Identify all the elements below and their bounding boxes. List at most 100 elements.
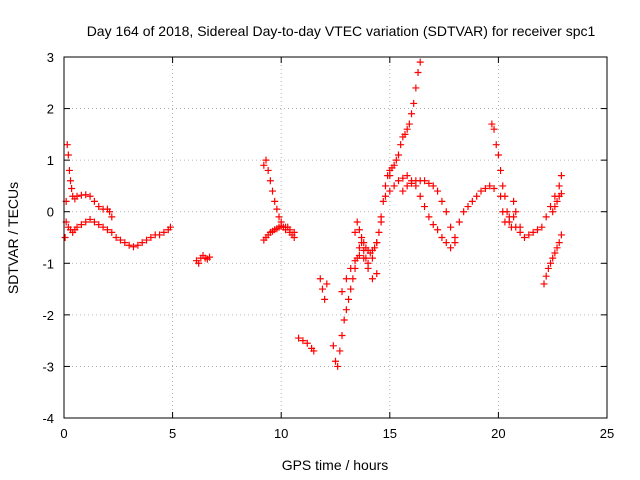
data-point — [555, 182, 563, 190]
data-point — [269, 187, 277, 195]
data-point — [273, 205, 281, 213]
data-point — [429, 182, 437, 190]
data-point — [338, 288, 346, 296]
data-point — [290, 228, 298, 236]
data-point — [90, 218, 98, 226]
data-point — [405, 120, 413, 128]
data-point — [73, 192, 81, 200]
data-point — [425, 213, 433, 221]
data-point — [166, 223, 174, 231]
x-tick-label: 0 — [60, 426, 67, 441]
data-point — [206, 253, 214, 261]
data-point — [477, 187, 485, 195]
data-point — [525, 231, 533, 239]
data-point — [329, 342, 337, 350]
data-point — [349, 275, 357, 283]
data-point — [410, 99, 418, 107]
data-point — [557, 190, 565, 198]
data-point — [355, 226, 363, 234]
data-point — [95, 203, 103, 211]
data-point — [488, 120, 496, 128]
series-arc-h — [329, 172, 394, 370]
data-point — [82, 191, 90, 199]
series-arc-i — [338, 252, 381, 296]
data-point — [156, 231, 164, 239]
data-point — [499, 208, 507, 216]
data-point — [373, 270, 381, 278]
y-tick-label: 0 — [47, 205, 54, 220]
data-point — [403, 172, 411, 180]
data-point — [455, 218, 463, 226]
data-point — [342, 306, 350, 314]
data-point — [345, 295, 353, 303]
data-point — [334, 362, 342, 370]
data-point — [442, 208, 450, 216]
data-point — [447, 223, 455, 231]
data-point — [399, 187, 407, 195]
data-point — [429, 221, 437, 229]
data-point — [497, 166, 505, 174]
data-point — [438, 197, 446, 205]
data-points — [61, 58, 565, 370]
data-point — [379, 197, 387, 205]
data-point — [355, 252, 363, 260]
data-point — [481, 185, 489, 193]
data-point — [403, 182, 411, 190]
series-arc-o — [540, 231, 565, 288]
data-point — [547, 259, 555, 267]
data-point — [486, 182, 494, 190]
data-point — [505, 213, 513, 221]
y-tick-label: -4 — [42, 411, 54, 426]
y-tick-label: 3 — [47, 50, 54, 65]
series-arc-n — [497, 192, 524, 231]
data-point — [351, 228, 359, 236]
series-arc-g — [316, 275, 331, 303]
data-point — [353, 218, 361, 226]
data-point — [434, 226, 442, 234]
data-point — [364, 264, 372, 272]
chart-title: Day 164 of 2018, Sidereal Day-to-day VTE… — [87, 23, 596, 39]
data-point — [106, 208, 114, 216]
x-tick-label: 10 — [274, 426, 288, 441]
data-point — [425, 179, 433, 187]
data-point — [195, 259, 203, 267]
data-point — [473, 192, 481, 200]
x-tick-label: 25 — [600, 426, 614, 441]
data-point — [360, 254, 368, 262]
data-point — [492, 141, 500, 149]
data-point — [266, 177, 274, 185]
data-point — [401, 130, 409, 138]
data-point — [538, 223, 546, 231]
data-point — [381, 192, 389, 200]
data-point — [384, 172, 392, 180]
data-point — [542, 213, 550, 221]
data-point — [510, 197, 518, 205]
data-point — [338, 331, 346, 339]
data-point — [103, 226, 111, 234]
data-point — [414, 68, 422, 76]
data-point — [412, 84, 420, 92]
data-point — [347, 285, 355, 293]
data-point — [394, 151, 402, 159]
data-point — [264, 166, 272, 174]
data-point — [494, 151, 502, 159]
data-point — [67, 177, 75, 185]
data-point — [342, 275, 350, 283]
data-point — [442, 239, 450, 247]
y-tick-label: -1 — [42, 256, 54, 271]
data-point — [318, 285, 326, 293]
data-point — [464, 203, 472, 211]
data-point — [394, 177, 402, 185]
data-point — [65, 166, 73, 174]
data-point — [64, 151, 72, 159]
data-point — [520, 234, 528, 241]
data-point — [557, 172, 565, 180]
data-point — [549, 254, 557, 262]
data-point — [147, 234, 155, 241]
data-point — [368, 254, 376, 262]
series-arc-f — [295, 334, 318, 355]
data-point — [501, 218, 509, 226]
data-point — [360, 239, 368, 247]
data-point — [490, 125, 498, 133]
